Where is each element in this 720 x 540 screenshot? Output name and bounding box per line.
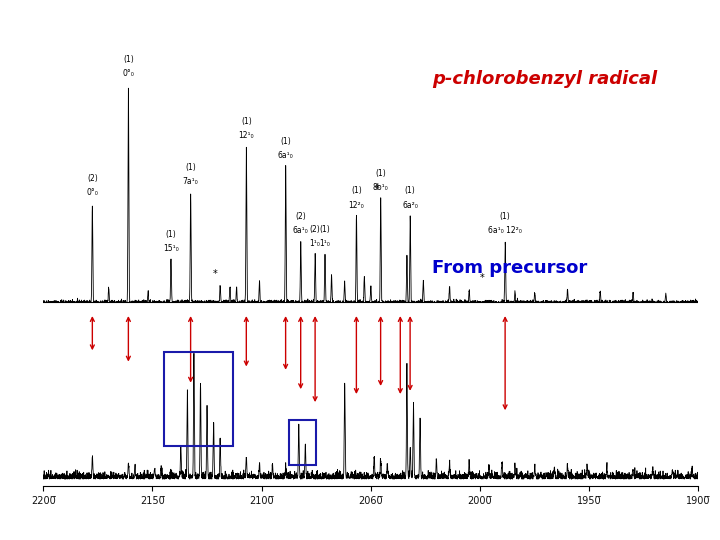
Text: (2): (2): [87, 173, 98, 183]
Text: 0°₀: 0°₀: [122, 69, 135, 78]
Text: 12¹₀: 12¹₀: [238, 131, 254, 140]
Text: (1): (1): [123, 55, 134, 64]
Text: (1): (1): [500, 212, 510, 221]
Text: (1): (1): [405, 186, 415, 195]
Text: 6a²₀: 6a²₀: [402, 200, 418, 210]
Text: (1): (1): [185, 163, 196, 172]
Text: 1¹₀: 1¹₀: [310, 239, 320, 248]
Text: (2): (2): [295, 212, 306, 221]
Text: 6a¹₀: 6a¹₀: [278, 151, 294, 160]
Text: *: *: [480, 273, 485, 283]
Text: 1¹₀: 1¹₀: [320, 239, 330, 248]
Text: *: *: [212, 268, 217, 279]
Text: From precursor: From precursor: [432, 259, 588, 277]
Text: 7a¹₀: 7a¹₀: [183, 177, 199, 186]
Text: (1): (1): [320, 225, 330, 234]
Text: *: *: [375, 184, 379, 194]
Text: (1): (1): [351, 186, 361, 195]
Text: (1): (1): [166, 230, 176, 239]
Text: 0°₀: 0°₀: [86, 187, 98, 197]
Text: (1): (1): [375, 169, 386, 178]
Text: 6a¹₀: 6a¹₀: [293, 226, 309, 235]
Text: (1): (1): [280, 137, 291, 146]
Text: p-chlorobenzyl radical: p-chlorobenzyl radical: [432, 70, 657, 88]
Text: 12²₀: 12²₀: [348, 200, 364, 210]
Text: Laboratory of Molecular Spectroscopy & Nano Materials, Pusan National University: Laboratory of Molecular Spectroscopy & N…: [51, 515, 669, 528]
Text: 6a¹₀ 12²₀: 6a¹₀ 12²₀: [488, 226, 522, 235]
Text: (1): (1): [241, 117, 252, 126]
Text: (2): (2): [310, 225, 320, 234]
Text: 15¹₀: 15¹₀: [163, 244, 179, 253]
Text: 8b¹₀: 8b¹₀: [373, 183, 389, 192]
